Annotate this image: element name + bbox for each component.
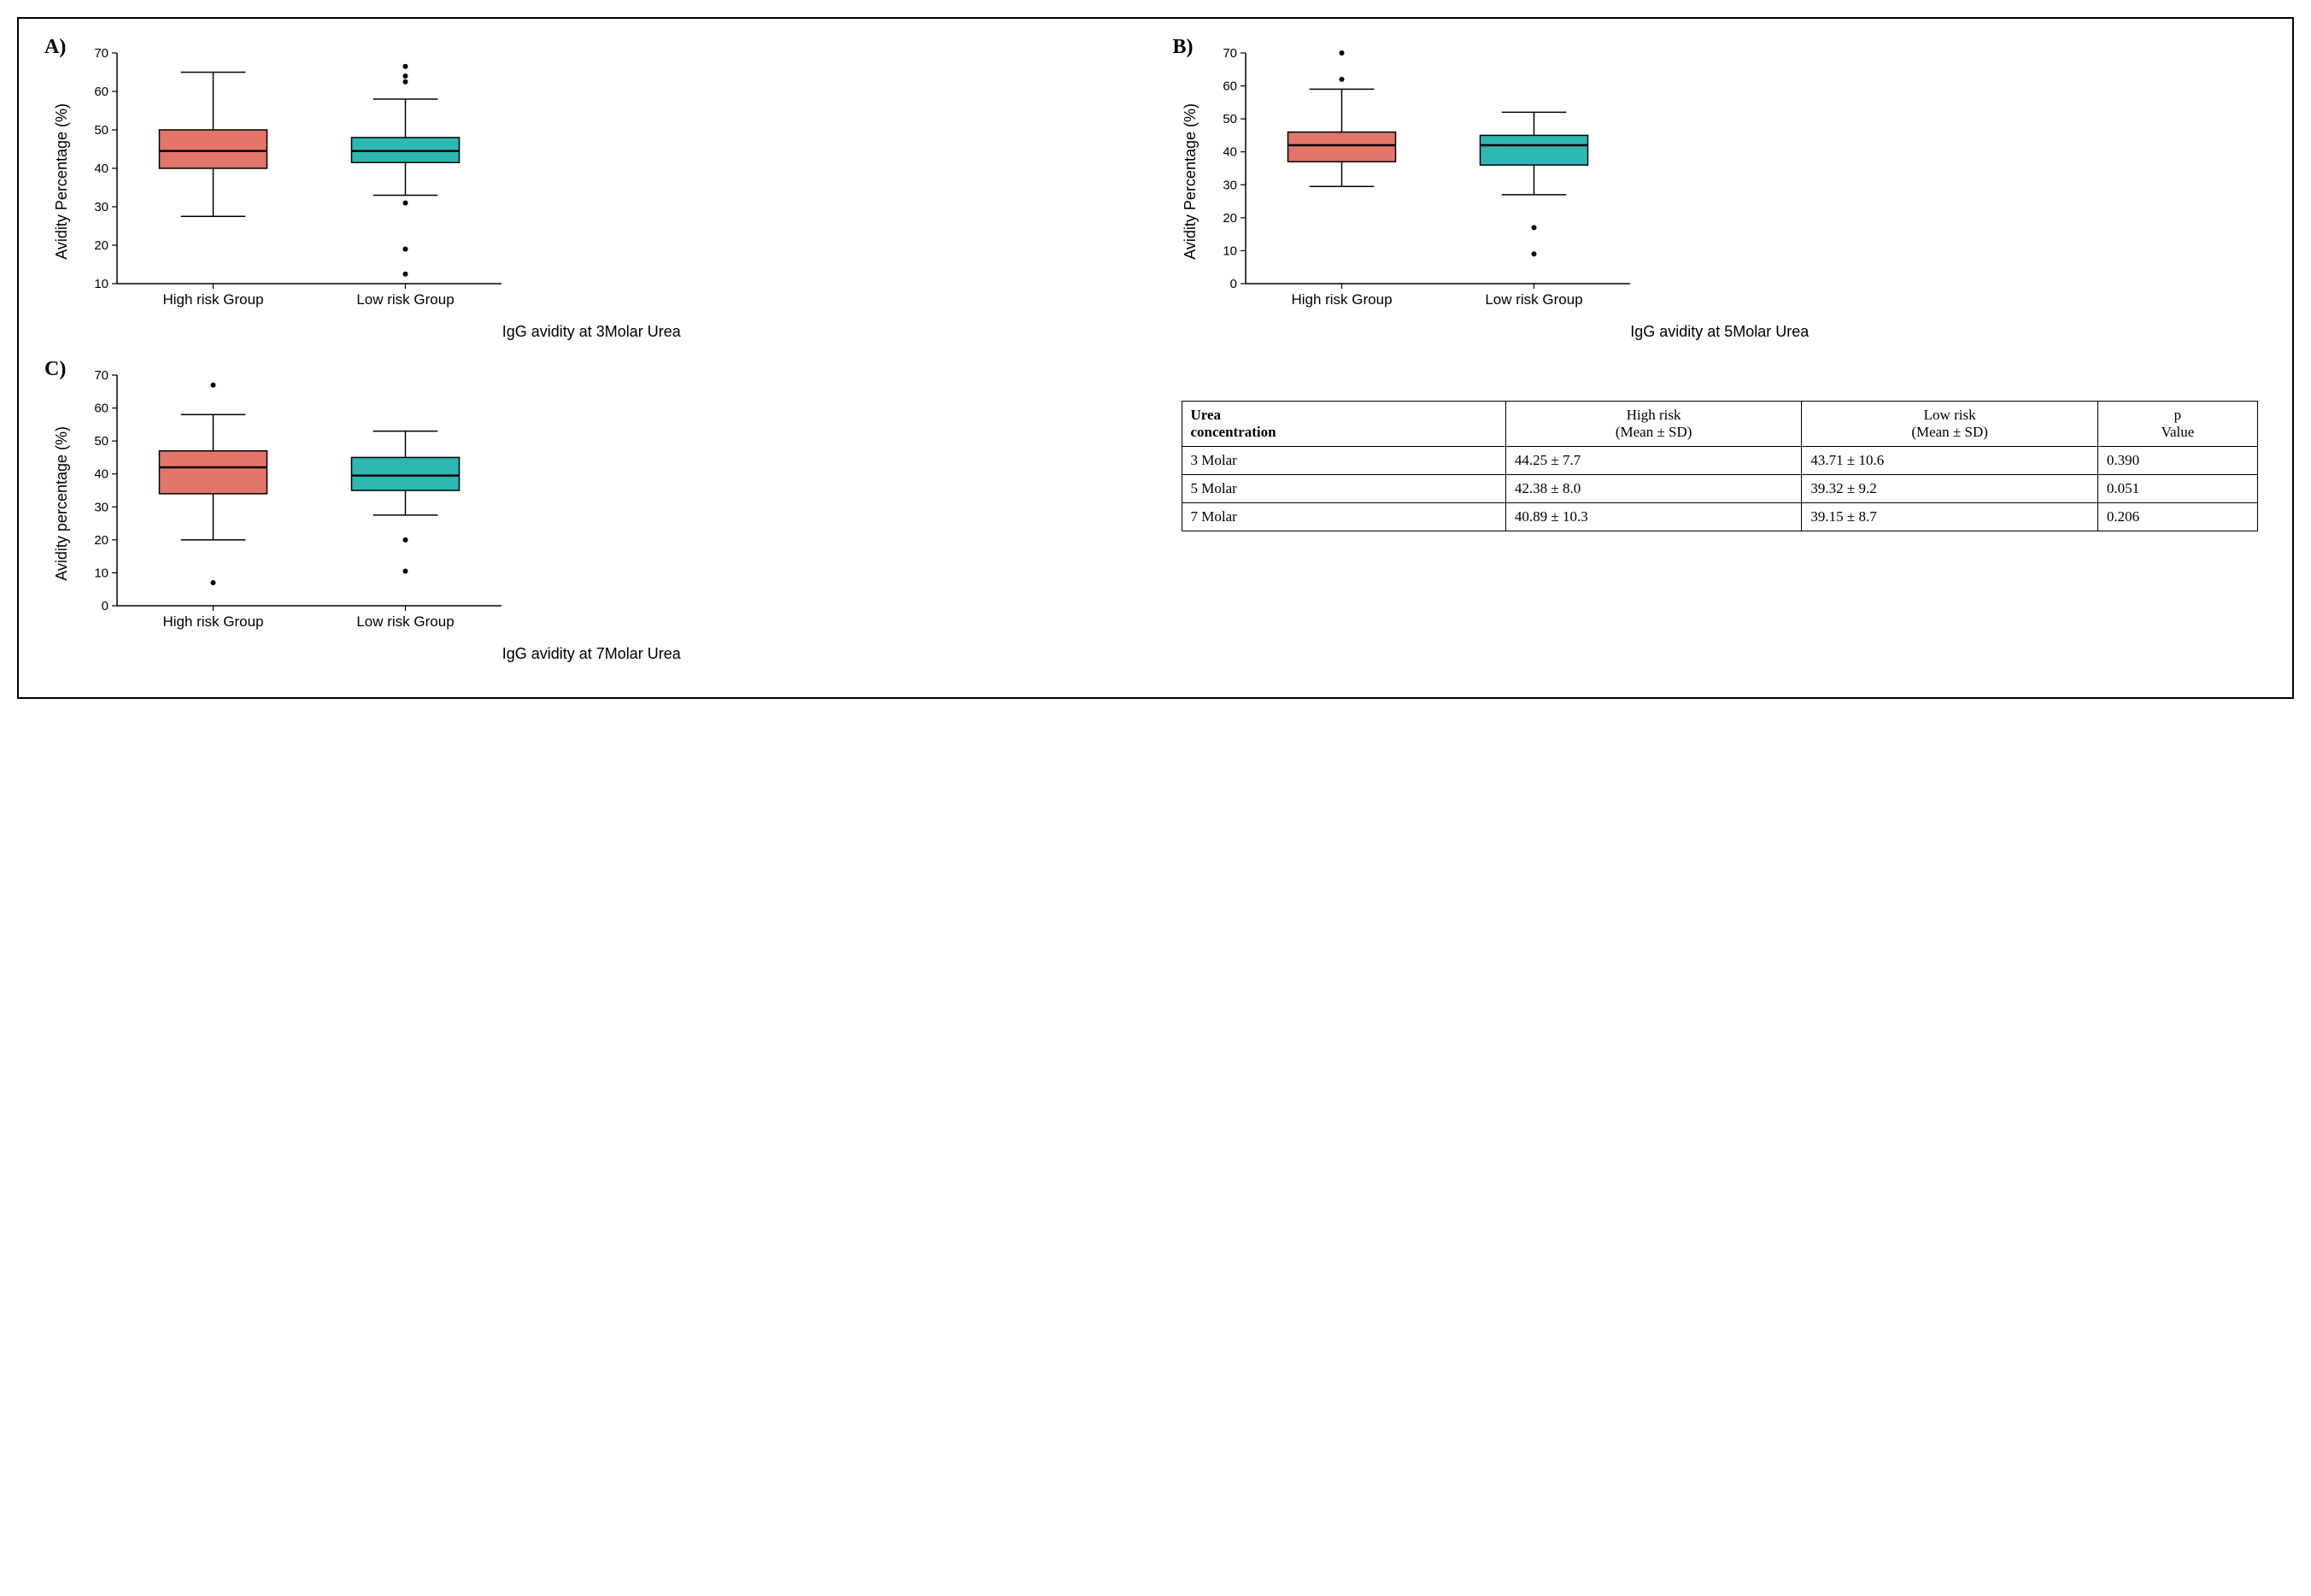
svg-text:High risk Group: High risk Group bbox=[1291, 291, 1392, 308]
panel-a-chart: Avidity Percentage (%) 10 20 30 40 50 60 70 Hig… bbox=[53, 44, 1130, 318]
table-header-row: Urea concentration High risk (Mean ± SD)… bbox=[1182, 402, 2258, 447]
svg-text:30: 30 bbox=[94, 200, 109, 214]
svg-text:0: 0 bbox=[102, 599, 109, 613]
panel-a-ylabel: Avidity Percentage (%) bbox=[53, 103, 71, 260]
table-cell: 43.71 ± 10.6 bbox=[1802, 447, 2097, 475]
stats-table: Urea concentration High risk (Mean ± SD)… bbox=[1182, 401, 2259, 531]
svg-text:70: 70 bbox=[1223, 46, 1237, 61]
panel-b-svg: 0 10 20 30 40 50 60 70 High risk Group Low risk G… bbox=[1203, 44, 1647, 318]
col-pvalue: p Value bbox=[2097, 402, 2257, 447]
col-urea-line2: concentration bbox=[1191, 424, 1276, 440]
table-row: 5 Molar42.38 ± 8.039.32 ± 9.20.051 bbox=[1182, 475, 2258, 503]
svg-text:50: 50 bbox=[94, 123, 109, 138]
svg-text:20: 20 bbox=[94, 238, 109, 253]
svg-text:60: 60 bbox=[94, 85, 109, 99]
table-cell: 0.390 bbox=[2097, 447, 2257, 475]
stats-table-panel: Urea concentration High risk (Mean ± SD)… bbox=[1182, 367, 2259, 663]
table-row: 7 Molar40.89 ± 10.339.15 ± 8.70.206 bbox=[1182, 503, 2258, 531]
svg-text:40: 40 bbox=[94, 467, 109, 482]
svg-text:70: 70 bbox=[94, 46, 109, 61]
panel-c-label: C) bbox=[44, 358, 66, 381]
svg-text:Low risk Group: Low risk Group bbox=[356, 291, 454, 308]
panel-b: B) Avidity Percentage (%) 01020304050607… bbox=[1182, 44, 2259, 341]
col-urea: Urea concentration bbox=[1182, 402, 1505, 447]
svg-text:40: 40 bbox=[94, 161, 109, 176]
panel-b-chart: Avidity Percentage (%) 0 10 20 30 40 50 60 70 Hi… bbox=[1182, 44, 2259, 318]
panel-c-chart: Avidity percentage (%) 0 10 20 30 40 50 60 70 Hi… bbox=[53, 367, 1130, 640]
figure-frame: A) Avidity Percentage (%) 10 20 30 40 50 60 70… bbox=[17, 17, 2294, 699]
table-cell: 0.206 bbox=[2097, 503, 2257, 531]
panel-c: C) Avidity percentage (%) 01020304050607… bbox=[53, 367, 1130, 663]
svg-text:High risk Group: High risk Group bbox=[162, 613, 263, 630]
col-p-line2: Value bbox=[2161, 424, 2195, 440]
col-hr-line1: High risk bbox=[1627, 407, 1681, 423]
svg-text:20: 20 bbox=[1223, 211, 1237, 226]
svg-text:0: 0 bbox=[1229, 277, 1236, 291]
svg-text:Low risk Group: Low risk Group bbox=[1485, 291, 1582, 308]
table-cell: 3 Molar bbox=[1182, 447, 1505, 475]
panel-grid: A) Avidity Percentage (%) 10203040506070… bbox=[53, 44, 2258, 663]
col-lowrisk: Low risk (Mean ± SD) bbox=[1802, 402, 2097, 447]
panel-c-svg: 0 10 20 30 40 50 60 70 High risk Group Low risk G… bbox=[74, 367, 519, 640]
col-p-line1: p bbox=[2174, 407, 2182, 423]
svg-text:10: 10 bbox=[1223, 244, 1237, 258]
svg-text:60: 60 bbox=[94, 402, 109, 416]
col-urea-line1: Urea bbox=[1191, 407, 1222, 423]
svg-text:20: 20 bbox=[94, 533, 109, 548]
table-cell: 39.15 ± 8.7 bbox=[1802, 503, 2097, 531]
panel-a-label: A) bbox=[44, 36, 66, 59]
svg-text:10: 10 bbox=[94, 566, 109, 580]
table-cell: 44.25 ± 7.7 bbox=[1505, 447, 1801, 475]
svg-text:50: 50 bbox=[94, 434, 109, 449]
table-cell: 39.32 ± 9.2 bbox=[1802, 475, 2097, 503]
panel-b-xlabel: IgG avidity at 5Molar Urea bbox=[1182, 323, 2259, 341]
panel-c-ylabel: Avidity percentage (%) bbox=[53, 426, 71, 581]
svg-text:Low risk Group: Low risk Group bbox=[356, 613, 454, 630]
svg-text:60: 60 bbox=[1223, 79, 1237, 94]
table-cell: 7 Molar bbox=[1182, 503, 1505, 531]
svg-text:10: 10 bbox=[94, 277, 109, 291]
table-cell: 40.89 ± 10.3 bbox=[1505, 503, 1801, 531]
table-cell: 5 Molar bbox=[1182, 475, 1505, 503]
table-row: 3 Molar44.25 ± 7.743.71 ± 10.60.390 bbox=[1182, 447, 2258, 475]
table-cell: 0.051 bbox=[2097, 475, 2257, 503]
table-cell: 42.38 ± 8.0 bbox=[1505, 475, 1801, 503]
panel-a: A) Avidity Percentage (%) 10203040506070… bbox=[53, 44, 1130, 341]
svg-text:High risk Group: High risk Group bbox=[162, 291, 263, 308]
svg-text:50: 50 bbox=[1223, 112, 1237, 126]
panel-a-plot: 10 20 30 40 50 60 70 High risk Group Low risk Gr… bbox=[74, 44, 1130, 318]
panel-c-xlabel: IgG avidity at 7Molar Urea bbox=[53, 645, 1130, 663]
panel-b-plot: 0 10 20 30 40 50 60 70 High risk Group Low risk G… bbox=[1203, 44, 2259, 318]
col-lr-line2: (Mean ± SD) bbox=[1911, 424, 1988, 440]
panel-a-svg: 10 20 30 40 50 60 70 High risk Group Low risk Gr… bbox=[74, 44, 519, 318]
panel-b-ylabel: Avidity Percentage (%) bbox=[1182, 103, 1199, 260]
col-lr-line1: Low risk bbox=[1924, 407, 1976, 423]
svg-text:30: 30 bbox=[1223, 178, 1237, 192]
panel-c-plot: 0 10 20 30 40 50 60 70 High risk Group Low risk G… bbox=[74, 367, 1130, 640]
svg-text:40: 40 bbox=[1223, 145, 1237, 160]
col-highrisk: High risk (Mean ± SD) bbox=[1505, 402, 1801, 447]
svg-text:70: 70 bbox=[94, 368, 109, 383]
col-hr-line2: (Mean ± SD) bbox=[1616, 424, 1692, 440]
panel-b-label: B) bbox=[1173, 36, 1194, 59]
panel-a-xlabel: IgG avidity at 3Molar Urea bbox=[53, 323, 1130, 341]
svg-text:30: 30 bbox=[94, 500, 109, 514]
